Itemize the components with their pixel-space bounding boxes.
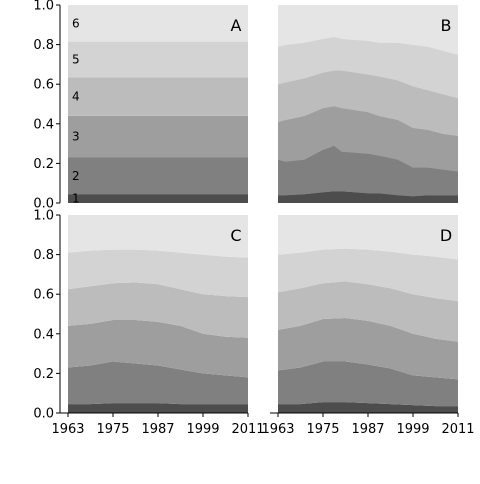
panel-d-band-1 (278, 402, 458, 413)
x-tick-label-left-1: 1975 (96, 422, 129, 437)
y-tick-label-top-5: 1.0 (33, 0, 54, 14)
x-tick-label-right-1: 1975 (306, 422, 339, 437)
panel-b-band-3 (278, 105, 458, 172)
panel-a-band-5 (68, 41, 248, 78)
y-tick-label-bottom-2: 0.4 (33, 327, 54, 342)
panel-b-band-6 (278, 5, 458, 55)
panel-c-band-2 (68, 361, 248, 405)
y-tick-label-top-3: 0.6 (33, 78, 54, 93)
panel-c-band-4 (68, 282, 248, 338)
panel-d-band-4 (278, 281, 458, 342)
panel-a-band-2 (68, 157, 248, 195)
panel-b-boundary-1 (278, 190, 458, 197)
panel-b-boundary-4 (277, 70, 459, 99)
y-tick-label-top-1: 0.2 (33, 157, 54, 172)
y-tick-label-top-4: 0.8 (33, 38, 54, 53)
panel-b-boundary-2 (277, 145, 459, 172)
panel-d-band-5 (278, 248, 458, 302)
panel-label-a: A (231, 16, 242, 35)
panel-c-band-5 (68, 249, 248, 298)
x-tick-label-left-4: 2011 (231, 422, 264, 437)
band-label-1: 1 (72, 192, 80, 206)
y-tick-label-bottom-4: 0.8 (33, 248, 54, 263)
band-label-3: 3 (72, 130, 80, 144)
panel-b-boundary-3 (277, 105, 459, 136)
y-tick-label-bottom-5: 1.0 (33, 209, 54, 224)
y-tick-label-bottom-3: 0.6 (33, 288, 54, 303)
y-tick-label-top-2: 0.4 (33, 117, 54, 132)
panel-b-band-4 (278, 70, 458, 136)
panel-c-band-6 (68, 215, 248, 258)
band-label-2: 2 (72, 169, 80, 183)
x-tick-label-right-0: 1963 (261, 422, 294, 437)
panel-c-band-1 (68, 403, 248, 413)
panel-label-b: B (441, 16, 452, 35)
x-tick-label-right-2: 1987 (351, 422, 384, 437)
band-label-5: 5 (72, 53, 80, 67)
panel-b-band-5 (278, 36, 458, 99)
panel-d-band-6 (278, 215, 458, 260)
band-label-6: 6 (72, 16, 80, 30)
panel-a-band-3 (68, 115, 248, 158)
panel-label-d: D (440, 226, 452, 245)
panel-a-band-1 (68, 194, 248, 203)
y-tick-label-top-0: 0.0 (33, 197, 54, 212)
panel-d-band-2 (278, 361, 458, 407)
x-tick-label-left-2: 1987 (141, 422, 174, 437)
panel-c-band-3 (68, 319, 248, 378)
panel-a-band-6 (68, 5, 248, 42)
panel-label-c: C (230, 226, 241, 245)
panel-b-band-1 (278, 191, 458, 203)
y-tick-label-bottom-1: 0.2 (33, 367, 54, 382)
x-tick-label-right-3: 1999 (396, 422, 429, 437)
panel-a-band-4 (68, 77, 248, 116)
x-tick-label-left-0: 1963 (51, 422, 84, 437)
y-tick-label-bottom-0: 0.0 (33, 407, 54, 422)
panel-b-band-2 (278, 145, 458, 197)
panel-d-band-3 (278, 317, 458, 380)
panel-b-boundary-5 (277, 36, 459, 55)
x-tick-label-left-3: 1999 (186, 422, 219, 437)
band-label-4: 4 (72, 90, 80, 104)
x-tick-label-right-4: 2011 (441, 422, 474, 437)
